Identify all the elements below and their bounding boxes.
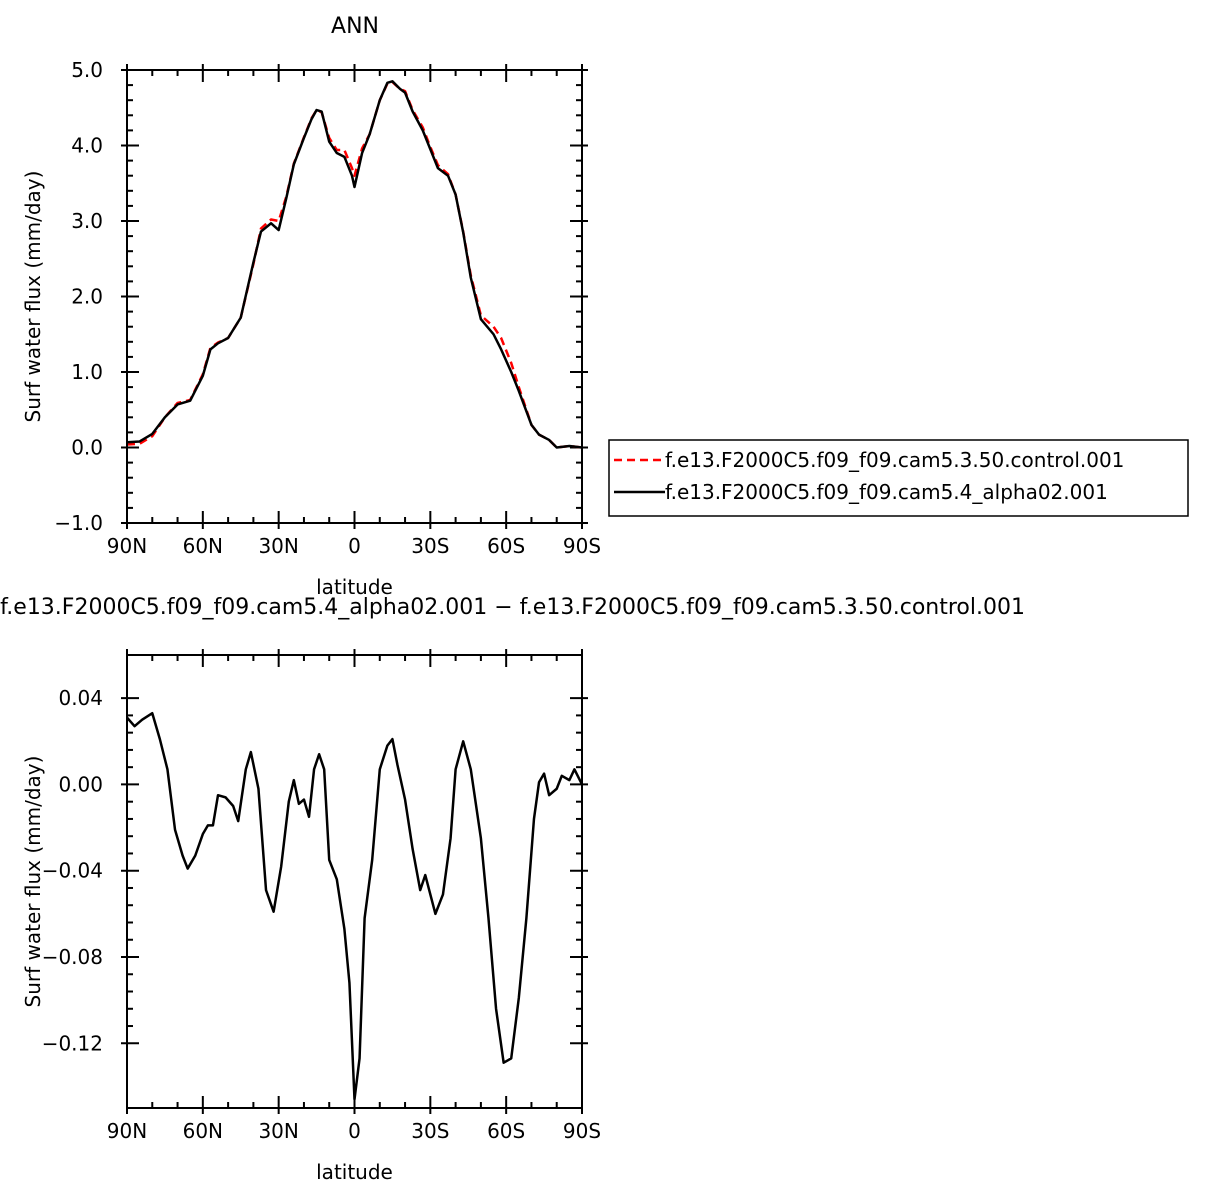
legend-label: f.e13.F2000C5.f09_f09.cam5.3.50.control.…: [665, 448, 1124, 472]
data-line: [126, 711, 584, 1101]
x-tick-label: 90N: [107, 1119, 147, 1143]
x-tick-label: 60S: [487, 1119, 525, 1143]
plot-frame: [126, 654, 583, 1109]
legend: f.e13.F2000C5.f09_f09.cam5.3.50.control.…: [608, 439, 1189, 517]
y-axis-label: Surf water flux (mm/day): [21, 171, 45, 423]
x-tick-label: 0: [348, 1119, 361, 1143]
y-tick-label: 0.0: [71, 436, 103, 460]
y-tick-label: 3.0: [71, 209, 103, 233]
x-tick-label: 90S: [563, 1119, 601, 1143]
y-tick-label: 1.0: [71, 360, 103, 384]
y-tick-label: 2.0: [71, 285, 103, 309]
x-tick-label: 90N: [107, 534, 147, 558]
chart-title: ANN: [331, 14, 379, 39]
x-tick-label: 90S: [563, 534, 601, 558]
data-line: [126, 80, 583, 449]
data-line: [126, 80, 583, 449]
x-tick-label: 60N: [183, 1119, 223, 1143]
y-tick-label: −1.0: [54, 511, 103, 535]
y-tick-label: 4.0: [71, 134, 103, 158]
x-tick-label: 30S: [411, 534, 449, 558]
y-tick-label: 5.0: [71, 58, 103, 82]
x-tick-label: 60N: [183, 534, 223, 558]
x-tick-label: 60S: [487, 534, 525, 558]
x-axis-label: latitude: [316, 1160, 393, 1184]
chart-title: f.e13.F2000C5.f09_f09.cam5.4_alpha02.001…: [0, 595, 1025, 620]
plot-frame: [126, 69, 583, 524]
x-tick-label: 30S: [411, 1119, 449, 1143]
y-tick-label: 0.04: [58, 686, 103, 710]
legend-box: [608, 439, 1189, 517]
x-axis-label: latitude: [316, 575, 393, 599]
x-tick-label: 0: [348, 534, 361, 558]
y-tick-label: −0.04: [42, 859, 103, 883]
y-tick-label: 0.00: [58, 772, 103, 796]
y-tick-label: −0.12: [42, 1031, 103, 1055]
x-tick-label: 30N: [258, 1119, 298, 1143]
y-tick-label: −0.08: [42, 945, 103, 969]
y-axis-label: Surf water flux (mm/day): [21, 756, 45, 1008]
x-tick-label: 30N: [258, 534, 298, 558]
legend-label: f.e13.F2000C5.f09_f09.cam5.4_alpha02.001: [665, 480, 1108, 504]
